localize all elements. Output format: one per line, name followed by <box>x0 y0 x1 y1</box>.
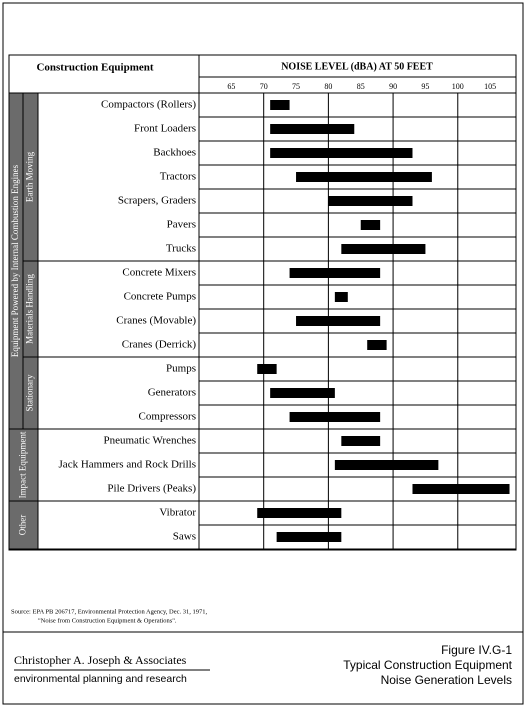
category-label: Concrete Mixers <box>122 267 196 279</box>
category-label: Compressors <box>139 411 196 423</box>
outer-border <box>2 2 524 705</box>
range-bar <box>341 436 381 446</box>
category-label: Pumps <box>166 363 196 375</box>
range-bar <box>257 508 342 518</box>
range-bar <box>257 364 277 374</box>
group-label: Stationary <box>25 374 35 411</box>
category-label: Saws <box>173 531 196 543</box>
group-band <box>8 428 39 502</box>
range-bar <box>270 124 355 134</box>
x-tick-label: 70 <box>260 82 268 91</box>
source-line: Source: EPA PB 206717, Environmental Pro… <box>11 608 207 615</box>
range-bar <box>270 100 290 110</box>
category-label: Pneumatic Wrenches <box>103 435 196 447</box>
category-label: Scrapers, Graders <box>118 195 196 207</box>
figure-title: Typical Construction Equipment <box>343 658 512 672</box>
group-label: Equipment Powered by Internal Combustion… <box>10 164 20 357</box>
category-label: Concrete Pumps <box>124 291 196 303</box>
group-label: Earth Moving <box>25 151 35 202</box>
range-bar <box>328 196 413 206</box>
range-bar <box>289 268 381 278</box>
range-bar <box>270 148 413 158</box>
range-bar <box>360 220 381 230</box>
category-label: Pavers <box>167 219 196 231</box>
range-bar <box>334 460 439 470</box>
x-axis-label: NOISE LEVEL (dBA) AT 50 FEET <box>281 61 433 72</box>
group-label: Materials Handling <box>25 274 35 344</box>
x-tick-label: 95 <box>421 82 429 91</box>
category-label: Pile Drivers (Peaks) <box>107 483 196 495</box>
x-tick-label: 85 <box>357 82 365 91</box>
category-label: Backhoes <box>153 147 196 159</box>
firm-tagline: environmental planning and research <box>14 673 187 685</box>
category-label: Cranes (Derrick) <box>122 339 197 351</box>
x-tick-label: 65 <box>227 82 235 91</box>
figure-number: Figure IV.G-1 <box>441 643 512 657</box>
x-tick-label: 105 <box>484 82 496 91</box>
category-label: Jack Hammers and Rock Drills <box>59 459 196 471</box>
range-bar <box>341 244 426 254</box>
category-label: Trucks <box>166 243 196 255</box>
x-tick-label: 100 <box>452 82 464 91</box>
range-bar <box>270 388 335 398</box>
group-label: Impact Equipment <box>18 431 28 498</box>
range-bar <box>296 172 432 182</box>
category-label: Front Loaders <box>134 123 196 135</box>
range-bar <box>367 340 387 350</box>
range-bar <box>334 292 348 302</box>
range-bar <box>296 316 381 326</box>
range-bar <box>276 532 342 542</box>
category-label: Tractors <box>160 171 196 183</box>
range-bar <box>289 412 381 422</box>
category-label: Vibrator <box>159 507 196 519</box>
x-tick-label: 75 <box>292 82 300 91</box>
x-tick-label: 80 <box>324 82 332 91</box>
category-label: Compactors (Rollers) <box>101 99 196 111</box>
group-label: Other <box>18 515 28 536</box>
firm-name: Christopher A. Joseph & Associates <box>14 653 187 667</box>
chart-frame <box>8 54 517 551</box>
x-tick-label: 90 <box>389 82 397 91</box>
column-header: Construction Equipment <box>36 62 153 74</box>
source-line: "Noise from Construction Equipment & Ope… <box>38 617 177 624</box>
category-label: Generators <box>148 387 196 399</box>
figure-title: Noise Generation Levels <box>381 673 512 687</box>
group-band <box>8 500 39 550</box>
range-bar <box>412 484 510 494</box>
category-label: Cranes (Movable) <box>116 315 196 327</box>
